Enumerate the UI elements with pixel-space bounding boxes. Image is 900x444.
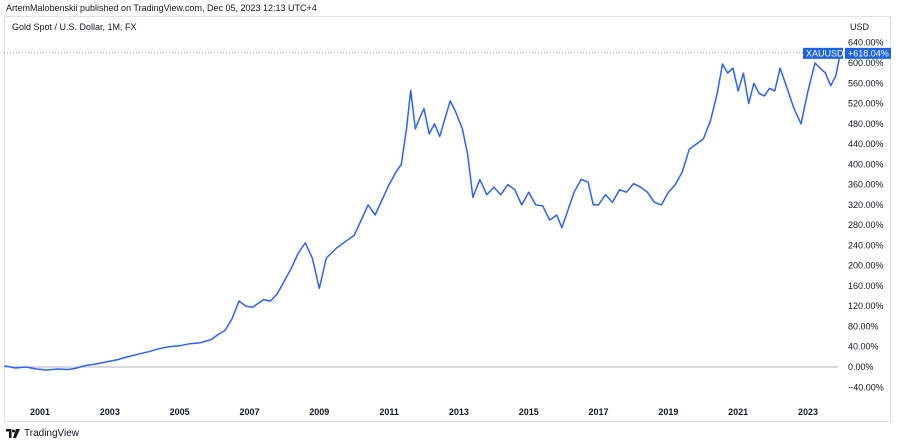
y-tick-label: 40.00%	[848, 342, 879, 352]
y-tick-label: 160.00%	[848, 281, 884, 291]
y-tick-label: 360.00%	[848, 180, 884, 190]
x-tick-label: 2001	[30, 407, 50, 417]
chart-area[interactable]	[4, 16, 891, 422]
symbol-title[interactable]: Gold Spot / U.S. Dollar, 1M, FX	[12, 22, 137, 32]
x-tick-label: 2015	[519, 407, 539, 417]
xauusd-series-line	[4, 53, 841, 371]
x-tick-label: 2023	[798, 407, 818, 417]
symbol-badge-label: XAUUSD	[806, 48, 844, 58]
x-tick-label: 2019	[658, 407, 678, 417]
x-tick-label: 2003	[100, 407, 120, 417]
y-tick-label: 200.00%	[848, 261, 884, 271]
x-tick-label: 2009	[309, 407, 329, 417]
x-tick-label: 2007	[239, 407, 259, 417]
y-tick-label: 480.00%	[848, 119, 884, 129]
tradingview-logo-icon	[6, 429, 20, 438]
publisher-caption: ArtemMalobenskii published on TradingVie…	[6, 3, 317, 13]
x-tick-label: 2017	[589, 407, 609, 417]
current-value-badge	[845, 47, 891, 59]
currency-label[interactable]: USD	[850, 22, 870, 32]
y-tick-label: 120.00%	[848, 301, 884, 311]
y-tick-label: 520.00%	[848, 99, 884, 109]
y-tick-label: 80.00%	[848, 321, 879, 331]
y-tick-label: 280.00%	[848, 220, 884, 230]
y-tick-label: 320.00%	[848, 200, 884, 210]
y-tick-label: 560.00%	[848, 78, 884, 88]
y-tick-label: 640.00%	[848, 38, 884, 48]
x-tick-label: 2013	[449, 407, 469, 417]
y-tick-label: 440.00%	[848, 139, 884, 149]
tradingview-brand-text: TradingView	[24, 428, 80, 439]
symbol-badge	[803, 47, 843, 59]
x-tick-label: 2011	[379, 407, 399, 417]
footer-brand[interactable]: TradingView	[6, 428, 79, 439]
y-tick-label: 240.00%	[848, 240, 884, 250]
y-tick-label: −40.00%	[848, 382, 884, 392]
x-tick-label: 2005	[170, 407, 190, 417]
y-tick-label: 600.00%	[848, 58, 884, 68]
y-tick-label: 400.00%	[848, 159, 884, 169]
x-tick-label: 2021	[728, 407, 748, 417]
current-value-label: +618.04%	[848, 48, 889, 58]
y-tick-label: 0.00%	[848, 362, 874, 372]
